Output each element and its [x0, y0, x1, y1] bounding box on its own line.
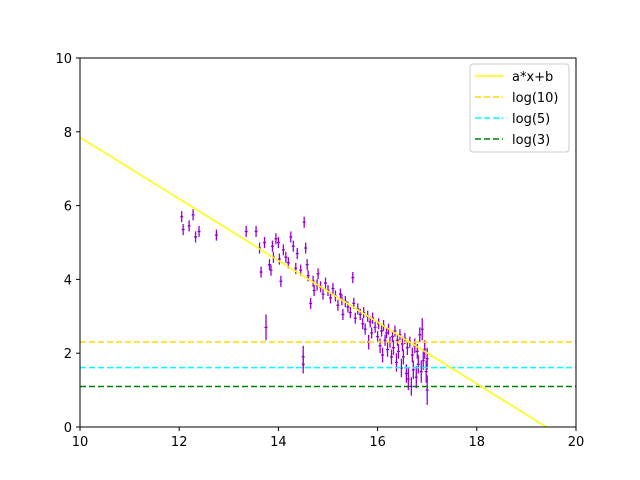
data-point: [328, 292, 332, 304]
data-point: [180, 211, 184, 223]
data-point: [316, 268, 320, 280]
data-point: [321, 288, 325, 300]
data-point: [353, 312, 357, 324]
data-point: [391, 340, 395, 356]
data-point: [341, 308, 345, 320]
x-tick-label: 14: [270, 435, 287, 450]
x-tick-label: 12: [171, 435, 188, 450]
y-tick-label: 10: [55, 52, 72, 67]
data-point: [410, 347, 414, 363]
data-point: [381, 347, 385, 363]
data-point: [363, 323, 367, 335]
x-tick-label: 10: [72, 435, 89, 450]
fit-line: [80, 136, 548, 427]
data-point: [289, 231, 293, 243]
data-point: [191, 209, 195, 221]
data-point: [259, 266, 263, 278]
data-point: [385, 327, 389, 339]
data-point: [411, 360, 415, 380]
data-point: [390, 331, 394, 343]
data-point: [376, 331, 380, 343]
data-point: [336, 299, 340, 311]
x-tick-label: 16: [369, 435, 386, 450]
data-point: [400, 336, 404, 352]
data-point: [181, 224, 185, 236]
data-point: [421, 351, 425, 370]
legend-box: [469, 63, 570, 153]
legend-label: log(10): [512, 91, 559, 106]
data-point: [194, 231, 198, 243]
data-point: [309, 297, 313, 309]
data-point: [425, 375, 429, 405]
axes: 10 12 14 16 18 20 0 2 4 6 8 10: [55, 52, 584, 450]
data-point: [416, 355, 420, 374]
data-point: [305, 259, 309, 271]
data-point: [425, 347, 429, 370]
axes-frame: [79, 57, 577, 428]
data-point: [418, 327, 422, 343]
data-point: [378, 338, 382, 354]
data-point: [214, 229, 218, 241]
data-point: [284, 251, 288, 263]
data-point: [348, 307, 352, 319]
y-tick-label: 6: [64, 200, 72, 215]
data-point: [269, 264, 273, 276]
data-point: [324, 277, 328, 289]
y-tick-label: 0: [64, 421, 72, 436]
data-point: [420, 318, 424, 341]
data-point: [254, 225, 258, 237]
data-point: [424, 360, 428, 383]
data-point: [276, 236, 280, 249]
data-point: [312, 284, 316, 297]
legend: a*x+b log(10) log(5) log(3): [469, 63, 570, 153]
data-point: [274, 233, 278, 245]
data-point: [423, 340, 427, 359]
data-point: [264, 314, 268, 341]
plot-clipped-group: [80, 136, 576, 427]
data-point: [414, 366, 418, 389]
data-point: [279, 275, 283, 287]
data-point: [386, 342, 390, 357]
y-tick-label: 4: [64, 273, 72, 288]
y-tick-label: 2: [64, 347, 72, 362]
legend-label: log(5): [512, 112, 550, 127]
data-point: [409, 377, 413, 396]
data-point: [361, 318, 365, 330]
data-point: [383, 334, 387, 346]
data-point: [277, 253, 281, 265]
plot-area: [80, 136, 576, 427]
data-point: [244, 225, 248, 237]
data-point: [394, 353, 398, 372]
legend-label: log(3): [512, 133, 550, 148]
data-point: [395, 334, 399, 346]
data-point: [304, 242, 308, 254]
x-tick-label: 20: [568, 435, 585, 450]
data-point: [393, 325, 397, 337]
data-point: [396, 343, 400, 359]
data-point: [401, 349, 405, 365]
data-point: [351, 272, 355, 284]
legend-label: a*x+b: [512, 70, 553, 85]
data-point: [390, 349, 393, 365]
data-point: [419, 360, 423, 383]
data-point: [295, 248, 299, 260]
data-point: [281, 244, 285, 256]
y-tick-label: 8: [64, 126, 72, 141]
data-point: [331, 283, 335, 295]
x-tick-label: 18: [469, 435, 486, 450]
data-point: [263, 236, 266, 249]
data-point: [301, 355, 305, 374]
data-point: [291, 240, 295, 252]
data-point: [373, 321, 377, 333]
data-point: [187, 220, 191, 232]
data-point: [197, 225, 201, 237]
data-point: [380, 325, 384, 337]
data-point: [302, 216, 306, 228]
data-point: [270, 240, 274, 252]
data-point: [370, 327, 374, 339]
